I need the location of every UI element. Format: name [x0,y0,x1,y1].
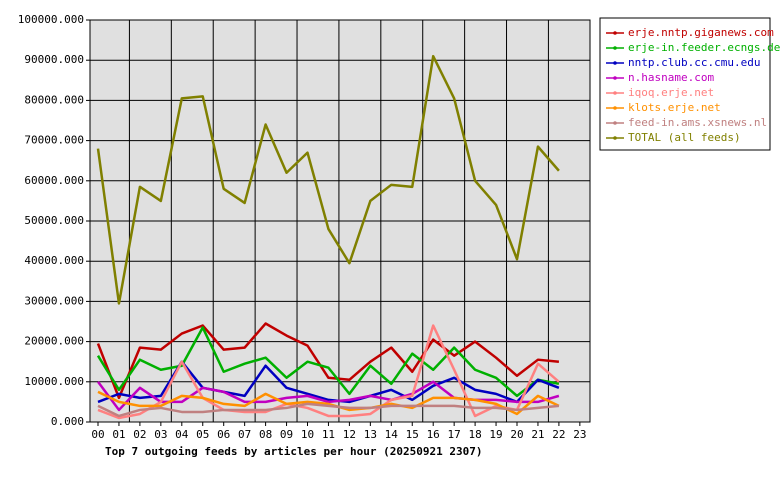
x-tick-label: 08 [259,428,272,441]
x-tick-label: 22 [552,428,565,441]
y-tick-label: 20000.000 [24,335,84,348]
legend-marker [613,136,617,140]
x-tick-label: 05 [196,428,209,441]
legend-marker [613,31,617,35]
legend-label: nntp.club.cc.cmu.edu [628,56,760,69]
x-tick-label: 16 [427,428,440,441]
chart-title: Top 7 outgoing feeds by articles per hou… [105,445,483,458]
series-line [96,380,560,412]
x-tick-label: 15 [406,428,419,441]
y-tick-label: 0.000 [51,415,84,428]
series-line [96,54,560,305]
x-tick-label: 13 [364,428,377,441]
y-tick-label: 30000.000 [24,294,84,307]
series-line [97,390,560,416]
y-tick-label: 50000.000 [24,214,84,227]
legend-label: iqoq.erje.net [628,86,714,99]
series-line [97,402,560,418]
legend-label: erje.nntp.giganews.com [628,26,774,39]
y-tick-label: 10000.000 [24,375,84,388]
x-tick-label: 11 [322,428,335,441]
y-tick-label: 90000.000 [24,53,84,66]
legend-marker [613,91,617,95]
legend-marker [613,121,617,125]
y-tick-label: 60000.000 [24,174,84,187]
y-tick-label: 80000.000 [24,93,84,106]
legend-label: n.hasname.com [628,71,714,84]
legend-marker [613,106,617,110]
x-tick-label: 18 [468,428,481,441]
x-tick-label: 09 [280,428,293,441]
series-line [96,326,560,398]
legend-label: erje-in.feeder.ecngs.de [628,41,780,54]
legend-label: feed-in.ams.xsnews.nl [628,116,767,129]
y-tick-label: 70000.000 [24,134,84,147]
x-tick-label: 14 [385,428,399,441]
x-tick-label: 07 [238,428,251,441]
x-tick-label: 21 [531,428,544,441]
x-tick-label: 17 [448,428,461,441]
x-tick-label: 06 [217,428,230,441]
legend-label: klots.erje.net [628,101,721,114]
x-tick-label: 19 [489,428,502,441]
series-line [96,322,560,400]
legend-box [599,17,771,151]
legend-marker [613,61,617,65]
y-tick-label: 40000.000 [24,254,84,267]
x-tick-label: 03 [154,428,167,441]
x-tick-label: 10 [301,428,314,441]
legend-marker [613,46,617,50]
legend-marker [613,76,617,80]
x-tick-label: 23 [573,428,586,441]
x-tick-label: 01 [112,428,125,441]
plot-border [89,19,591,423]
series-line [97,324,560,420]
x-tick-label: 00 [91,428,104,441]
y-tick-label: 100000.000 [18,13,84,26]
x-tick-label: 20 [510,428,523,441]
x-tick-label: 12 [343,428,356,441]
x-tick-label: 04 [175,428,189,441]
x-tick-label: 02 [133,428,146,441]
legend-label: TOTAL (all feeds) [628,131,741,144]
